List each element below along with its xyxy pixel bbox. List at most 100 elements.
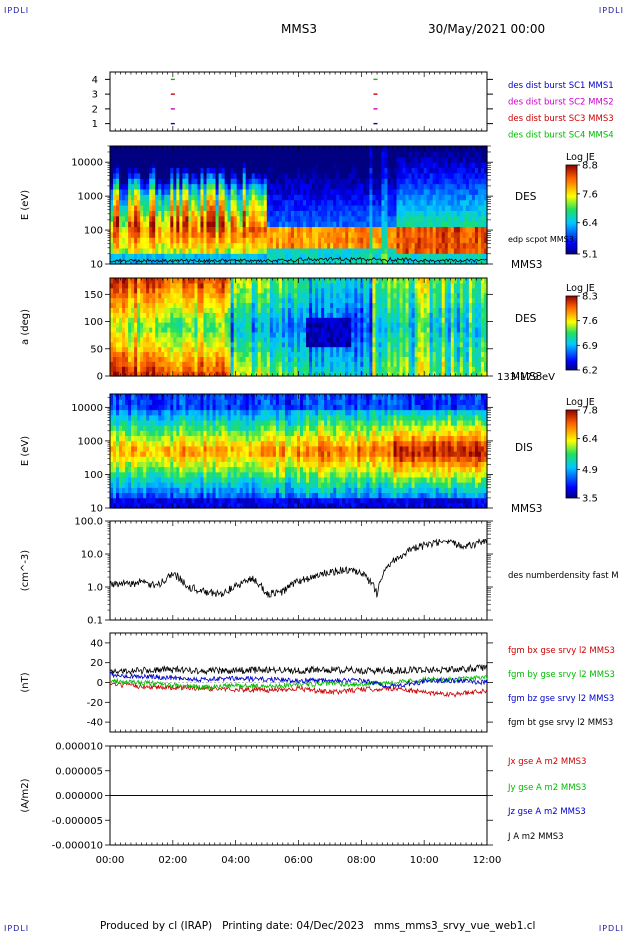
heat-cell-1-122-3 <box>477 242 482 249</box>
heat-cell-2-63-6 <box>300 341 304 348</box>
heat-cell-2-67-2 <box>312 361 316 367</box>
heat-cell-1-34-8 <box>212 215 217 222</box>
heat-cell-2-59-12 <box>287 312 292 318</box>
heat-cell-1-12-21 <box>146 146 150 152</box>
heat-cell-2-56-1 <box>278 366 283 372</box>
heat-cell-1-10-18 <box>140 162 144 169</box>
heat-cell-2-26-16 <box>188 292 193 299</box>
heat-cell-2-40-12 <box>230 312 235 318</box>
heat-cell-1-68-18 <box>315 162 319 169</box>
heat-cell-1-5-12 <box>125 194 129 201</box>
heat-cell-1-58-14 <box>284 183 289 190</box>
heat-cell-1-16-13 <box>158 188 162 195</box>
heat-cell-2-17-4 <box>161 351 165 357</box>
heat-cell-2-76-5 <box>339 346 343 353</box>
heat-cell-2-24-4 <box>182 351 186 357</box>
heat-cell-2-24-13 <box>182 307 186 313</box>
heat-cell-1-109-21 <box>438 146 443 152</box>
heat-cell-1-26-18 <box>188 162 193 169</box>
heat-cell-2-15-19 <box>155 278 159 284</box>
heat-cell-1-71-19 <box>324 156 328 163</box>
heat-cell-2-70-12 <box>321 312 325 318</box>
heat-cell-1-61-16 <box>293 172 298 179</box>
heat-cell-1-35-6 <box>215 226 220 233</box>
heat-cell-1-52-19 <box>266 156 271 163</box>
heat-cell-1-23-19 <box>179 156 183 163</box>
heat-cell-2-20-19 <box>170 278 174 284</box>
heat-cell-2-9-9 <box>137 327 141 333</box>
heat-cell-1-4-14 <box>122 183 126 190</box>
heat-cell-2-31-19 <box>203 278 208 284</box>
heat-cell-1-55-5 <box>275 231 280 238</box>
heat-cell-2-66-14 <box>309 302 313 308</box>
heat-cell-2-78-18 <box>345 282 349 289</box>
heat-cell-1-53-15 <box>269 178 274 185</box>
heat-cell-2-2-1 <box>116 366 120 372</box>
heat-cell-2-88-8 <box>375 331 380 338</box>
heat-cell-2-50-14 <box>260 302 265 308</box>
heat-cell-2-51-13 <box>263 307 268 313</box>
heat-cell-2-53-6 <box>269 341 274 348</box>
heat-cell-1-120-17 <box>471 167 476 174</box>
heat-cell-2-13-19 <box>149 278 153 284</box>
heat-cell-1-68-9 <box>315 210 319 217</box>
heat-cell-2-11-9 <box>143 327 147 333</box>
heat-cell-1-39-8 <box>227 215 232 222</box>
heat-cell-2-25-19 <box>185 278 190 284</box>
heat-cell-1-51-1 <box>263 253 268 260</box>
heat-cell-1-55-6 <box>275 226 280 233</box>
heat-cell-1-46-21 <box>248 146 253 152</box>
heat-cell-1-58-0 <box>284 258 289 265</box>
heat-cell-1-87-4 <box>372 237 377 244</box>
heat-cell-1-56-19 <box>278 156 283 163</box>
heat-cell-1-74-1 <box>333 253 337 260</box>
heat-cell-1-42-5 <box>236 231 241 238</box>
heat-cell-2-18-11 <box>164 317 168 323</box>
heat-cell-1-114-11 <box>453 199 458 206</box>
heat-cell-2-90-10 <box>381 322 386 328</box>
heat-cell-1-67-4 <box>312 237 316 244</box>
heat-cell-2-54-2 <box>272 361 277 367</box>
heat-cell-2-7-15 <box>131 297 135 304</box>
heat-cell-1-65-14 <box>306 183 310 190</box>
heat-cell-2-55-18 <box>275 282 280 289</box>
heat-cell-1-75-11 <box>336 199 340 206</box>
heat-cell-2-27-17 <box>191 287 196 294</box>
heat-cell-1-43-9 <box>239 210 244 217</box>
heat-cell-2-12-12 <box>146 312 150 318</box>
heat-cell-1-99-21 <box>408 146 413 152</box>
heat-cell-2-59-6 <box>287 341 292 348</box>
heat-cell-1-119-14 <box>468 183 473 190</box>
heat-cell-2-52-16 <box>266 292 271 299</box>
heat-cell-1-23-12 <box>179 194 183 201</box>
heat-cell-1-110-7 <box>441 221 446 228</box>
heat-cell-1-89-0 <box>378 258 383 265</box>
heat-cell-2-89-5 <box>378 346 383 353</box>
heat-cell-1-44-8 <box>242 215 247 222</box>
heat-cell-1-19-4 <box>167 237 171 244</box>
heat-cell-1-106-7 <box>429 221 434 228</box>
heat-cell-1-40-19 <box>230 156 235 163</box>
heat-cell-1-72-6 <box>327 226 331 233</box>
heat-cell-1-88-11 <box>375 199 380 206</box>
heat-cell-2-0-1 <box>110 366 114 372</box>
heat-cell-1-85-20 <box>366 151 370 158</box>
heat-cell-1-15-12 <box>155 194 159 201</box>
heat-cell-1-41-17 <box>233 167 238 174</box>
heat-cell-2-54-19 <box>272 278 277 284</box>
heat-cell-2-58-9 <box>284 327 289 333</box>
heat-cell-2-48-2 <box>254 361 259 367</box>
heat-cell-2-33-15 <box>209 297 214 304</box>
spectrogram-1 <box>110 146 488 265</box>
heat-cell-1-8-3 <box>134 242 138 249</box>
heat-cell-2-42-7 <box>236 336 241 343</box>
heat-cell-2-77-14 <box>342 302 346 308</box>
heat-cell-1-10-13 <box>140 188 144 195</box>
heat-cell-1-103-17 <box>420 167 425 174</box>
heat-cell-1-70-10 <box>321 205 325 211</box>
heat-cell-1-57-11 <box>281 199 286 206</box>
heat-cell-1-22-12 <box>176 194 180 201</box>
heat-cell-1-63-8 <box>300 215 304 222</box>
heat-cell-1-23-18 <box>179 162 183 169</box>
heat-cell-1-89-15 <box>378 178 383 185</box>
